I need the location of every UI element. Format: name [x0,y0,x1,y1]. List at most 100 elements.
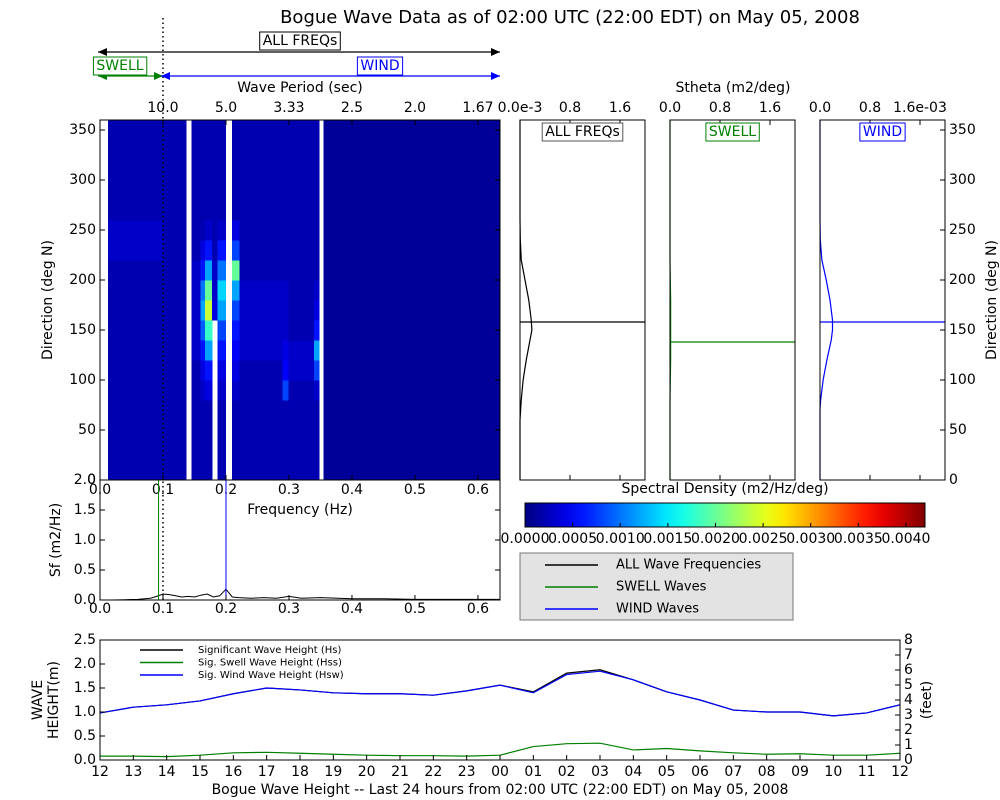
x-tick-label: 0.3 [278,482,300,498]
x-tick-label: 06 [691,764,709,780]
heat-cell [288,139,315,161]
heat-cell [232,459,241,481]
panel-label: WIND [863,124,902,140]
heat-cell [200,379,206,401]
heat-cell [282,379,290,401]
heat-cell [217,159,227,181]
x-tick-label: 1.6 [609,100,631,116]
heat-cell [232,279,241,301]
x-tick-label: 0.1 [152,601,174,617]
heat-cell [232,179,241,201]
heat-cell [211,179,219,201]
heat-cell [107,399,164,421]
x-tick-label: 21 [391,764,409,780]
heat-cell [217,299,227,321]
heat-cell [191,459,202,481]
heat-cell [232,159,241,181]
panel-label: SWELL [709,124,756,140]
heat-cell [191,179,202,201]
x-tick-label: 0.0 [809,100,831,116]
y-tick-label: 350 [949,122,976,138]
heat-cell [288,239,315,261]
x-tick-label: 0.8 [559,100,581,116]
heat-cell [323,279,501,301]
heat-cell [313,439,320,461]
heat-cell [107,259,164,281]
heat-cell [191,399,202,421]
heat-cell [282,199,290,221]
arrow-head [153,72,163,80]
y-tick-label: 100 [69,372,96,388]
y2-axis-label: (feet) [919,681,935,720]
colorbar-tick-label: 0.0025 [739,531,788,547]
arrow-head [491,48,500,56]
heat-cell [288,319,315,341]
arrow-head [491,72,500,80]
x2-tick-label: 2.5 [341,100,363,116]
heat-cell [204,439,213,461]
x-tick-label: 22 [424,764,442,780]
legend-label: WIND Waves [616,602,699,617]
stheta-line [519,120,533,480]
heat-cell [191,439,202,461]
heat-cell [162,419,187,441]
x-tick-label: 0.5 [404,601,426,617]
heat-cell [239,419,283,441]
x-tick-label: 12 [891,764,909,780]
y2-tick-label: 6 [904,662,913,678]
x-tick-label: 04 [624,764,642,780]
heat-cell [323,319,501,341]
y-tick-label: 1.5 [74,680,96,696]
x-tick-label: 0.0e-3 [498,100,543,116]
heat-cell [162,199,187,221]
heat-cell [107,119,164,141]
heat-cell [204,239,213,261]
y-tick-label: 300 [69,172,96,188]
heat-cell [288,299,315,321]
heat-cell [162,219,187,241]
heat-cell [282,279,290,301]
range-label: ALL FREQs [263,33,338,49]
x-tick-label: 1.6 [759,100,781,116]
legend-label: Sig. Wind Wave Height (Hsw) [198,670,344,681]
heat-cell [217,179,227,201]
y2-tick-label: 0 [904,752,913,768]
heat-cell [211,119,219,141]
x2-axis-label: Wave Period (sec) [237,80,363,96]
y-axis-label: Sf (m2/Hz) [48,503,64,577]
colorbar-tick-label: 0.0000 [501,531,550,547]
heat-cell [282,159,290,181]
heat-cell [239,299,283,321]
heat-cell [232,239,241,261]
y-axis-label: Direction (deg N) [40,240,56,360]
legend-label: ALL Wave Frequencies [616,558,761,573]
heat-cell [288,179,315,201]
stheta-line [819,120,834,480]
x-tick-label: 12 [91,764,109,780]
y-tick-label: 0 [949,472,958,488]
heat-cell [323,439,501,461]
y-axis-label: WAVE [30,680,46,720]
x-tick-label: 07 [724,764,742,780]
heat-cell [282,419,290,441]
heat-cell [211,219,219,241]
heat-cell [232,219,241,241]
heat-cell [191,119,202,141]
arrow-head [160,72,170,80]
heat-cell [313,359,320,381]
x-tick-label: 05 [658,764,676,780]
heat-cell [323,119,501,141]
heat-cell [313,259,320,281]
y2-tick-label: 3 [904,707,913,723]
y-tick-label: 250 [949,222,976,238]
heat-cell [288,159,315,181]
heat-cell [191,139,202,161]
heat-cell [217,239,227,261]
heat-cell [288,219,315,241]
heat-cell [162,259,187,281]
heat-cell [232,359,241,381]
heat-cell [323,139,501,161]
heat-cell [239,379,283,401]
heat-cell [282,399,290,421]
heat-cell [162,379,187,401]
